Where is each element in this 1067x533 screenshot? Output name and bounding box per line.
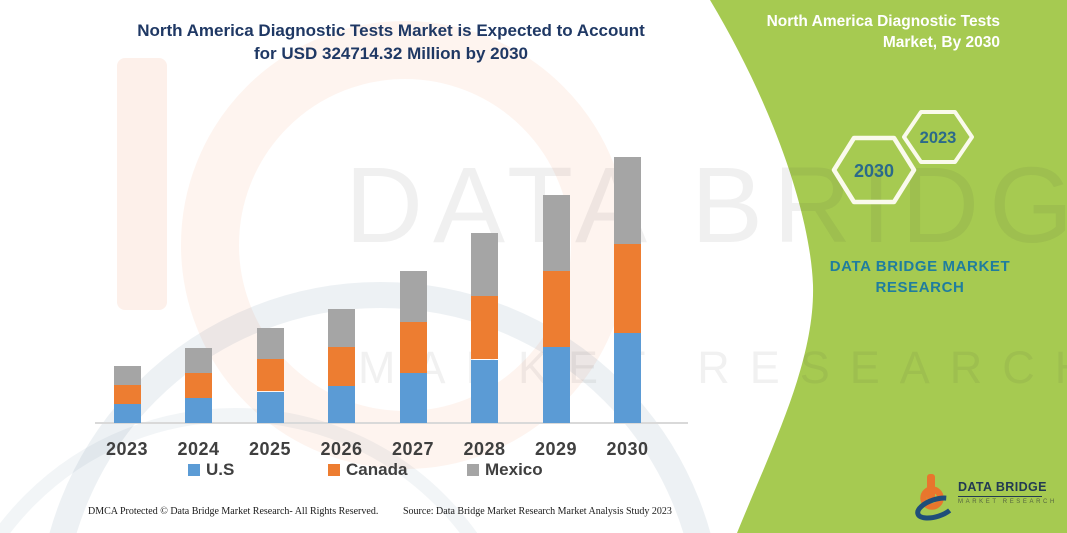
bar-segment-canada-2024 [185,372,212,398]
bar-segment-canada-2023 [113,384,141,404]
x-axis-label-2026: 2026 [320,439,363,459]
bar-segment-canada-2026 [328,347,355,386]
dbmr-logo-text: DATA BRIDGE MARKET RESEARCH [958,480,1057,505]
brand-wordmark: DATA BRIDGE MARKET RESEARCH [800,256,1040,298]
side-panel-heading-line2: Market, By 2030 [882,34,1000,51]
bar-segment-canada-2027 [399,321,427,373]
hexagon-2023-label: 2023 [920,129,957,147]
x-axis-label-2029: 2029 [534,439,578,459]
chart-title: North America Diagnostic Tests Market is… [95,19,687,65]
watermark-b-stem [117,58,167,310]
hexagon-2030 [831,135,917,205]
brand-line2: RESEARCH [875,279,965,296]
legend-label: U.S [206,460,235,479]
legend-item-canada: Canada [328,460,407,480]
bar-segment-mexico-2027 [399,271,427,322]
x-axis-label-2028: 2028 [463,439,506,459]
x-axis-label-2025: 2025 [248,439,292,459]
legend-swatch [188,464,200,476]
bar-segment-canada-2028 [471,295,498,360]
hexagon-2030-label: 2030 [854,161,894,181]
side-panel-shape [710,0,1067,533]
bar-segment-us-2028 [471,359,498,423]
bar-segment-canada-2030 [614,244,641,334]
logo-subtitle: MARKET RESEARCH [958,499,1057,505]
bar-segment-mexico-2030 [614,157,641,245]
bar-segment-us-2029 [542,347,570,423]
bar-segment-us-2027 [399,373,427,423]
watermark-b-bowl [181,21,629,469]
bar-segment-mexico-2024 [185,348,212,373]
legend-swatch [467,464,479,476]
side-panel-heading-line1: North America Diagnostic Tests [766,13,1000,30]
x-axis-label-2023: 2023 [105,439,149,459]
bar-segment-us-2026 [328,385,355,423]
legend-label: Mexico [485,460,543,479]
dbmr-logo-icon [915,474,957,521]
x-axis-label-2024: 2024 [177,439,220,459]
watermark-swoosh-arc-2 [0,408,478,533]
bar-segment-mexico-2028 [471,233,498,296]
x-axis-label-2027: 2027 [391,439,435,459]
watermark-text-primary: DATA BRIDGE [345,144,1067,265]
x-axis-line [95,422,688,424]
bar-segment-us-2025 [256,391,284,423]
brand-line1: DATA BRIDGE MARKET [829,258,1011,275]
side-panel-heading: North America Diagnostic Tests Market, B… [720,11,1000,53]
chart-title-line2: for USD 324714.32 Million by 2030 [253,44,528,63]
bar-segment-mexico-2025 [256,328,284,360]
hexagon-2023 [902,110,974,164]
legend-item-us: U.S [188,460,234,480]
legend-item-mexico: Mexico [467,460,543,480]
bar-segment-us-2030 [614,333,641,423]
bar-segment-mexico-2026 [328,309,355,348]
hexagon-badges: 2023 2030 [831,110,974,205]
bar-segment-mexico-2029 [542,195,570,271]
footer-source-text: Source: Data Bridge Market Research Mark… [403,506,672,517]
x-axis-label-2030: 2030 [606,439,649,459]
bar-segment-us-2023 [113,403,141,423]
chart-title-line1: North America Diagnostic Tests Market is… [137,21,645,40]
bar-segment-mexico-2023 [113,366,141,385]
bar-segment-canada-2029 [542,270,570,348]
bar-segment-us-2024 [185,397,212,423]
legend-swatch [328,464,340,476]
logo-swoosh [915,495,957,521]
legend-label: Canada [346,460,408,479]
bar-segment-canada-2025 [256,359,284,392]
logo-title: DATA BRIDGE [958,480,1046,497]
watermark-swoosh-arc [49,282,711,533]
footer-dmca-text: DMCA Protected © Data Bridge Market Rese… [88,506,379,517]
